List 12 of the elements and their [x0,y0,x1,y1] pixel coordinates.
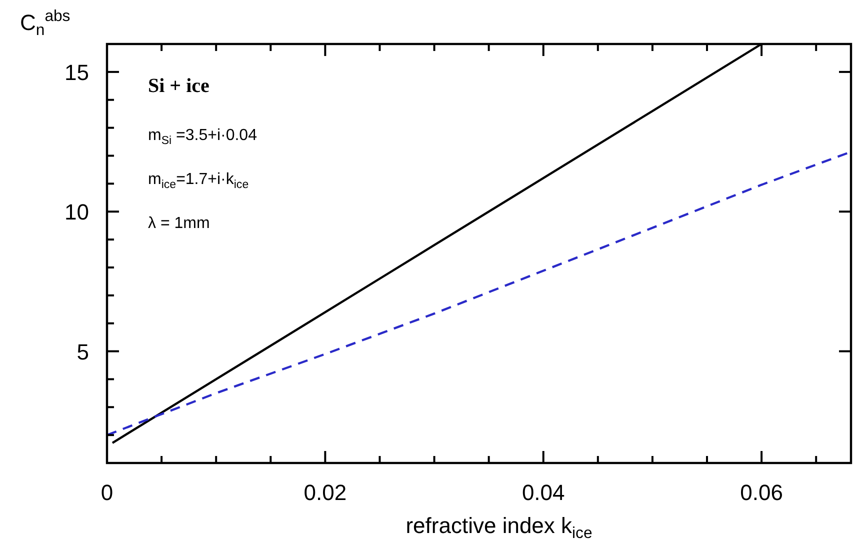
annotation: λ = 1mm [148,215,210,232]
annotation: Si + ice [148,75,210,97]
x-tick-label: 0.06 [740,480,783,505]
annotation: m$_{ice}$=1.7+i·k$_{ice}$ [148,171,249,191]
y-tick-label: 15 [64,60,89,85]
x-tick-label: 0 [100,480,114,505]
x-axis-title: refractive index k$_{ice}$ [406,513,592,542]
x-tick-label: 0.04 [522,480,565,505]
annotation: m$_{Si}$ =3.5+i·0.04 [148,127,258,147]
x-tick-label: 0.02 [304,480,347,505]
y-tick-label: 10 [64,200,89,225]
y-tick-label: 5 [76,339,89,364]
